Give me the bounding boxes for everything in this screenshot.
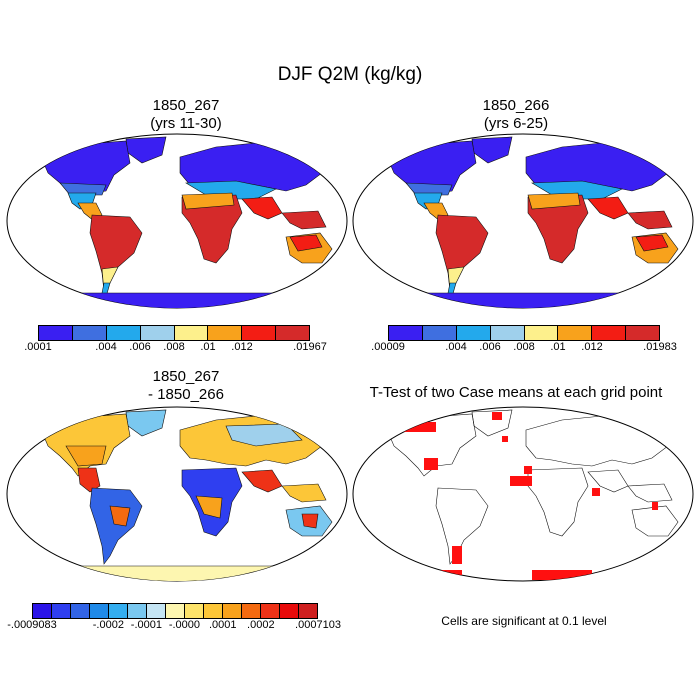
colorbar-1-swatch (242, 326, 277, 340)
colorbar-3: -.0009083 -.0002 -.0001 -.0000 .0001 .0002 .00… (7, 603, 341, 633)
colorbar-3-tick-label: -.0009083 (7, 619, 57, 631)
colorbar-3-swatch (147, 604, 166, 618)
colorbar-2-swatch (524, 326, 559, 340)
colorbar-2-swatch (592, 326, 627, 340)
colorbar-3-tick-label: .0002 (247, 619, 275, 631)
colorbar-1-tick-label: .01967 (293, 341, 327, 353)
colorbar-2-tick-label: .01983 (643, 341, 677, 353)
panel-2-title-line1: 1850_266 (482, 97, 550, 114)
colorbar-3-swatch (109, 604, 128, 618)
colorbar-1-swatch (208, 326, 243, 340)
colorbar-2-tick-label: .00009 (371, 341, 405, 353)
panel-3-title-line2: - 1850_266 (148, 386, 224, 403)
colorbar-2-swatch (422, 326, 457, 340)
colorbar-2-swatch (626, 326, 659, 340)
colorbar-3-tick-label: -.0002 (92, 619, 124, 631)
colorbar-2-swatch (490, 326, 525, 340)
colorbar-3-swatch (166, 604, 185, 618)
colorbar-1: .0001 .004 .006 .008 .01 .012 .01967 (24, 325, 327, 355)
panel-2-title: 1850_266 (yrs 6-25) (356, 97, 676, 133)
colorbar-3-swatch (299, 604, 317, 618)
panel-1-title-line1: 1850_267 (152, 97, 220, 114)
colorbar-3-tick-label: -.0001 (130, 619, 162, 631)
colorbar-3-swatch (128, 604, 147, 618)
colorbar-3-swatch (90, 604, 109, 618)
colorbar-1-swatch (140, 326, 175, 340)
colorbar-3-swatch (280, 604, 299, 618)
panel-4-title: T-Test of two Case means at each grid po… (369, 384, 663, 401)
colorbar-2-tick-label: .008 (513, 341, 535, 353)
colorbar-3-tick-label: .0007103 (295, 619, 341, 631)
colorbar-3-tick-label: -.0000 (168, 619, 201, 631)
significance-note: Cells are significant at 0.1 level (441, 614, 607, 628)
panel-3-title-line1: 1850_267 (152, 368, 220, 385)
colorbar-3-swatch (223, 604, 242, 618)
colorbar-2-tick-label: .012 (581, 341, 603, 353)
colorbar-2-swatch (558, 326, 593, 340)
colorbar-2-tick-label: .01 (550, 341, 566, 353)
panel-1-title: 1850_267 (yrs 11-30) (26, 97, 346, 133)
colorbar-2-swatch (456, 326, 491, 340)
colorbar-3-swatch (261, 604, 280, 618)
colorbar-2-swatch (389, 326, 423, 340)
colorbar-1-swatch (276, 326, 309, 340)
colorbar-1-tick-label: .004 (95, 341, 117, 353)
colorbar-1-tick-label: .006 (129, 341, 151, 353)
map-panel-1 (6, 133, 348, 309)
panel-1-title-line2: (yrs 11-30) (150, 115, 222, 132)
colorbar-1-swatch (72, 326, 107, 340)
colorbar-2: .00009 .004 .006 .008 .01 .012 .01983 (371, 325, 677, 355)
colorbar-3-swatch (185, 604, 204, 618)
map-panel-4 (352, 406, 694, 582)
colorbar-3-swatch (52, 604, 71, 618)
colorbar-3-swatch (204, 604, 223, 618)
colorbar-1-tick-label: .008 (163, 341, 185, 353)
colorbar-1-swatch (39, 326, 73, 340)
colorbar-1-tick-label: .0001 (24, 341, 52, 353)
colorbar-1-swatch (174, 326, 209, 340)
map-panel-3 (6, 406, 348, 582)
colorbar-1-swatch (106, 326, 141, 340)
colorbar-3-swatch (242, 604, 261, 618)
colorbar-2-tick-label: .004 (445, 341, 467, 353)
panel-3-title: 1850_267 - 1850_266 (26, 368, 346, 404)
map-panel-2 (352, 133, 694, 309)
colorbar-3-swatch (71, 604, 90, 618)
figure-title: DJF Q2M (kg/kg) (277, 64, 423, 85)
colorbar-2-tick-label: .006 (479, 341, 501, 353)
colorbar-3-swatch (33, 604, 52, 618)
colorbar-1-tick-label: .01 (200, 341, 216, 353)
colorbar-3-tick-label: .0001 (208, 619, 237, 631)
colorbar-1-tick-label: .012 (231, 341, 253, 353)
panel-2-title-line2: (yrs 6-25) (483, 115, 549, 132)
